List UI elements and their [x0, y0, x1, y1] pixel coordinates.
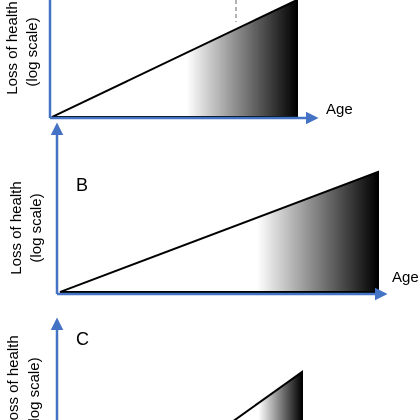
panel-letter: B	[76, 175, 88, 195]
y-axis-sublabel: (log scale)	[24, 17, 41, 86]
y-axis-sublabel: (log scale)	[28, 193, 45, 262]
y-axis-label: Loss of health	[5, 335, 22, 420]
panel-letter: C	[76, 329, 89, 349]
panel-b: B Age Loss of health (log scale)	[8, 122, 419, 301]
triangle	[233, 370, 303, 420]
panel-c: C Loss of health (log scale)	[5, 317, 303, 420]
y-axis-sublabel: (log scale)	[26, 357, 43, 420]
x-axis-label: Age	[392, 269, 419, 286]
panel-a: Age Loss of health (log scale)	[4, 0, 353, 125]
triangle	[59, 170, 379, 293]
y-axis-label: Loss of health	[4, 1, 21, 94]
x-axis-label: Age	[326, 101, 353, 118]
y-axis-label: Loss of health	[8, 181, 25, 274]
triangle	[51, 0, 298, 118]
